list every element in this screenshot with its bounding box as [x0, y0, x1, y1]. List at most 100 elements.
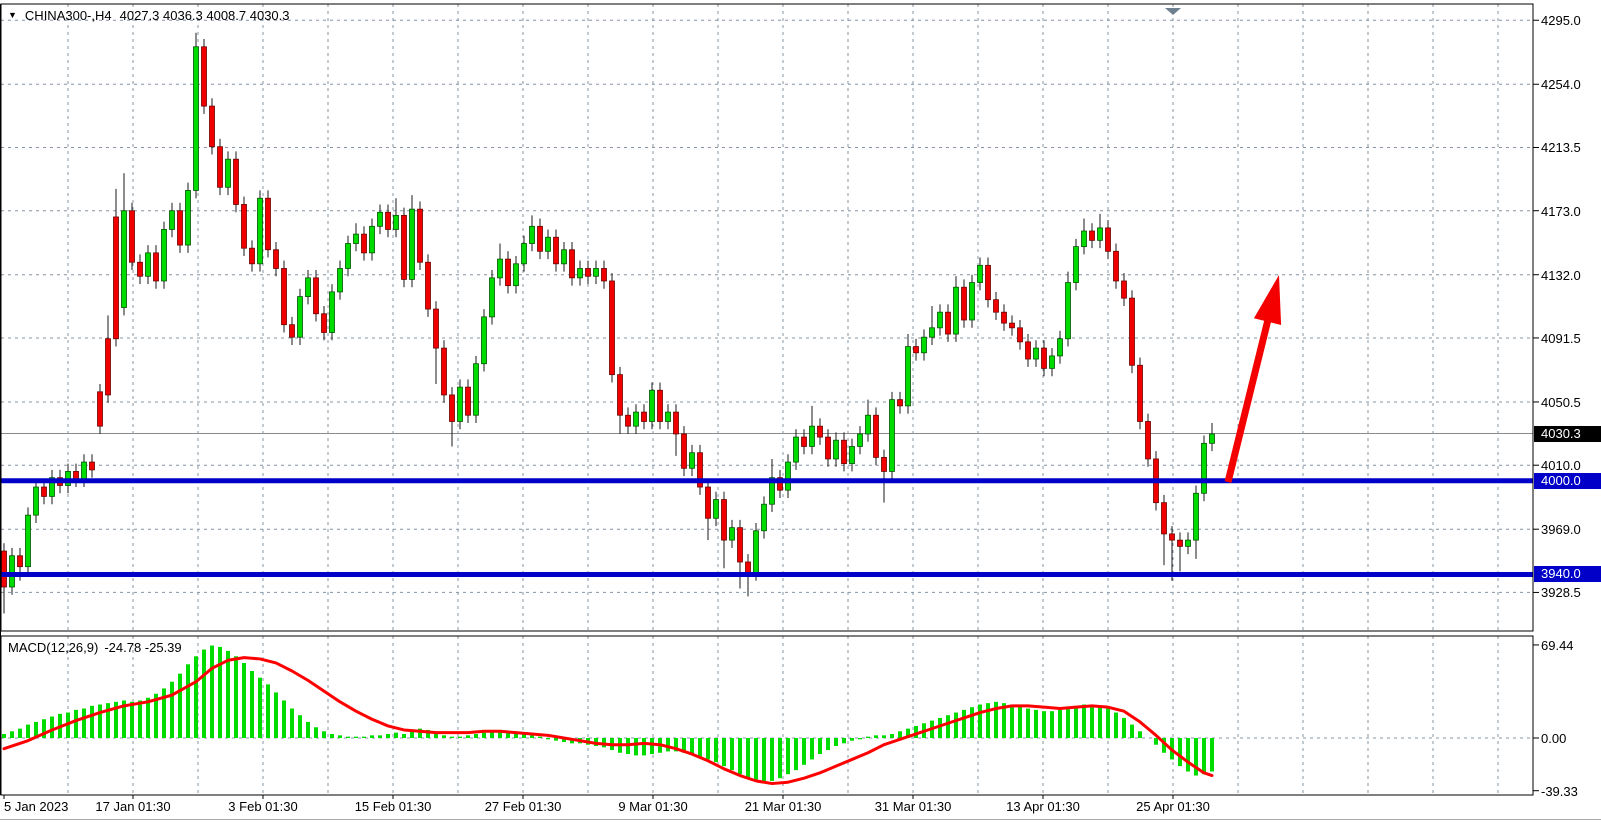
candle-body [801, 436, 807, 447]
candle-body [1, 550, 7, 588]
macd-histogram-bar [234, 656, 238, 738]
candle-body [953, 286, 959, 335]
macd-histogram-bar [314, 727, 318, 738]
macd-histogram-bar [1026, 708, 1030, 738]
macd-histogram-bar [1162, 738, 1166, 753]
candle-body [977, 264, 983, 283]
candle-body [409, 208, 415, 280]
macd-histogram-bar [202, 649, 206, 738]
macd-histogram-bar [1010, 704, 1014, 738]
candle-body [913, 346, 919, 354]
candle-body [513, 263, 519, 287]
macd-histogram-bar [418, 728, 422, 738]
symbol-ohlc-values: 4027.3 4036.3 4008.7 4030.3 [119, 8, 290, 23]
macd-histogram-bar [290, 708, 294, 738]
candle-body [641, 411, 647, 422]
macd-histogram-bar [954, 712, 958, 738]
candle-body [449, 394, 455, 422]
macd-histogram-bar [794, 738, 798, 771]
macd-histogram-bar [674, 738, 678, 752]
macd-histogram-bar [562, 738, 566, 743]
candle-body [297, 296, 303, 338]
macd-histogram-bar [114, 701, 118, 738]
macd-histogram-bar [994, 701, 998, 738]
macd-histogram-bar [402, 733, 406, 738]
date-axis-label: 21 Mar 01:30 [744, 799, 822, 814]
candle-body [137, 261, 143, 277]
candle-body [945, 311, 951, 335]
candle-body [361, 233, 367, 254]
candle-body [401, 215, 407, 280]
macd-histogram-bar [738, 738, 742, 775]
candle-body [105, 338, 111, 396]
candle-body [241, 204, 247, 249]
macd-histogram-bar [866, 736, 870, 738]
candle-body [537, 225, 543, 252]
chart-shift-marker-icon [1165, 8, 1181, 15]
macd-histogram-bar [1138, 731, 1142, 738]
macd-histogram-bar [706, 738, 710, 760]
trend-arrow-head [1253, 275, 1282, 325]
symbol-dropdown-icon[interactable]: ▼ [8, 10, 17, 20]
macd-histogram-bar [1058, 709, 1062, 738]
candle-body [1161, 502, 1167, 535]
candle-body [425, 261, 431, 310]
candle-body [489, 277, 495, 318]
macd-histogram-bar [898, 731, 902, 738]
macd-histogram-bar [394, 732, 398, 738]
candle-body [1081, 230, 1087, 248]
macd-axis-label: 69.44 [1541, 637, 1574, 653]
macd-histogram-bar [858, 738, 862, 740]
price-axis-label: 4050.5 [1541, 394, 1581, 410]
candle-body [25, 514, 31, 568]
candle-body [417, 208, 423, 263]
candle-body [809, 425, 815, 447]
candle-body [929, 327, 935, 338]
candle-body [289, 324, 295, 338]
macd-histogram-bar [242, 662, 246, 738]
candle-body [785, 461, 791, 491]
candle-body [993, 299, 999, 313]
macd-histogram-bar [1066, 707, 1070, 738]
candle-body [753, 530, 759, 574]
candle-body [841, 439, 847, 465]
symbol-legend[interactable]: ▼ CHINA300-,H4 4027.3 4036.3 4008.7 4030… [8, 8, 290, 23]
macd-histogram-bar [306, 721, 310, 738]
candle-body [713, 499, 719, 519]
macd-histogram-bar [186, 664, 190, 738]
macd-histogram-bar [650, 738, 654, 755]
candle-body [545, 236, 551, 252]
macd-histogram-bar [802, 738, 806, 765]
macd-histogram-bar [826, 738, 830, 751]
candle-body [889, 399, 895, 472]
macd-histogram-bar [138, 700, 142, 738]
candle-body [521, 243, 527, 265]
candle-body [369, 225, 375, 254]
candle-body [249, 247, 255, 265]
macd-histogram-bar [666, 738, 670, 752]
macd-histogram-bar [746, 738, 750, 779]
macd-histogram-bar [106, 703, 110, 738]
candle-body [705, 486, 711, 519]
candle-body [233, 158, 239, 205]
price-axis-label: 4254.0 [1541, 77, 1581, 93]
macd-histogram-bar [322, 731, 326, 738]
candle-body [257, 197, 263, 265]
candle-body [673, 411, 679, 435]
candle-body [433, 308, 439, 349]
candle-body [281, 268, 287, 326]
macd-histogram-bar [722, 738, 726, 767]
macd-histogram-bar [810, 738, 814, 760]
macd-histogram-bar [298, 715, 302, 738]
macd-histogram-bar [1082, 704, 1086, 738]
candle-body [121, 210, 127, 308]
candle-body [393, 215, 399, 230]
macd-histogram-bar [906, 728, 910, 738]
candle-body [1017, 327, 1023, 343]
macd-histogram-bar [226, 650, 230, 738]
candle-body [97, 391, 103, 427]
candle-body [201, 46, 207, 107]
macd-histogram-bar [554, 738, 558, 741]
candle-body [193, 46, 199, 191]
